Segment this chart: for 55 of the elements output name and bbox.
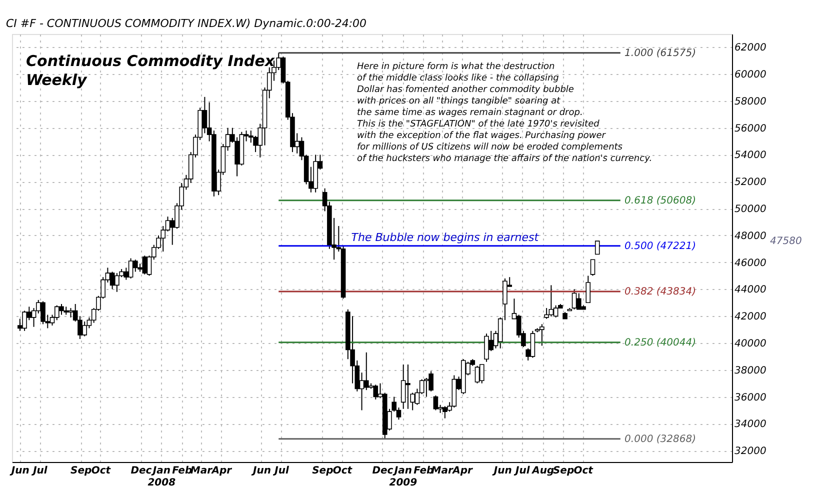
y-tick-label: 52000 <box>734 177 766 188</box>
y-tick-label: 44000 <box>734 284 766 296</box>
ref-line-label: 0.382 (43834) <box>624 286 696 298</box>
text: Here in picture form is what the destruction of the middle class looks like - the collapsing Dollar has fomented another commodity bubble with prices on all "things tangible" soaring at the same time as wages remain stagnant or drop. This is the "STAGFLATION" of the late 1970's revisited with the exception of the flat wages. Purchasing power for millions of US citizens will now be eroded complements of the hucksters who manage the affairs of the nation's currency. <box>357 62 652 164</box>
x-tick-label: Jul <box>31 466 48 476</box>
x-tick-label: Feb <box>414 466 434 476</box>
y-tick-label: 46000 <box>734 258 766 269</box>
x-tick-label: Apr <box>210 466 233 476</box>
x-tick-label: Jun <box>250 466 271 476</box>
y-tick-label: 36000 <box>734 392 766 404</box>
x-tick-label: Aug <box>531 466 554 476</box>
text: CI #F - CONTINUOUS COMMODITY INDEX.W) Dynamic.0:00-24:00 <box>6 17 367 30</box>
y-tick-label: 32000 <box>734 446 766 458</box>
x-tick-label: Jun <box>492 466 512 476</box>
y-tick-label: 54000 <box>734 150 766 162</box>
ref-line-label: 1.000 (61575) <box>624 48 696 59</box>
x-tick-label: Sep <box>552 466 574 476</box>
candlestick <box>590 259 596 276</box>
annotation: The Bubble now begins in earnest <box>351 230 540 244</box>
x-tick-label: Mar <box>190 466 214 476</box>
ref-line-label: 0.500 (47221) <box>624 240 696 252</box>
candlestick <box>433 394 438 411</box>
y-tick-label: 40000 <box>734 338 766 350</box>
candlestick <box>594 240 600 255</box>
x-tick-label: Oct <box>91 466 112 476</box>
candlestick <box>364 352 369 391</box>
y-tick-label: 50000 <box>734 204 766 216</box>
y-tick-label: 58000 <box>734 96 766 108</box>
text: 47580 <box>770 236 802 248</box>
x-tick-label: Jun <box>9 466 30 476</box>
ref-line-label: 0.000 (32868) <box>624 434 696 445</box>
x-tick-label: Feb <box>172 466 192 476</box>
x-tick-label: Jul <box>513 466 530 476</box>
text: Continuous Commodity Index <box>26 52 276 70</box>
x-tick-label: Mar <box>431 466 454 476</box>
x-tick-label: Jul <box>272 466 290 476</box>
x-tick-label: Dec <box>130 466 152 476</box>
y-tick-label: 48000 <box>734 230 766 242</box>
x-tick-label: Oct <box>332 466 354 476</box>
x-tick-label: Oct <box>574 466 594 476</box>
candlestick <box>586 275 591 304</box>
x-tick-label: Dec <box>372 466 394 476</box>
candlestick <box>479 364 484 384</box>
x-tick-label: Sep <box>312 466 334 476</box>
y-tick-label: 34000 <box>734 419 766 430</box>
x-tick-label: Apr <box>452 466 474 476</box>
y-tick-label: 60000 <box>734 70 766 81</box>
y-tick-label: 42000 <box>734 312 766 323</box>
y-tick-label: 38000 <box>734 365 766 376</box>
y-tick-label: 56000 <box>734 123 766 134</box>
y-tick-label: 62000 <box>734 42 766 54</box>
ref-line-label: 0.618 (50608) <box>624 195 696 206</box>
text: Weekly <box>26 71 88 89</box>
x-tick-label: Sep <box>70 466 92 476</box>
ref-line-label: 0.250 (40044) <box>624 337 696 348</box>
